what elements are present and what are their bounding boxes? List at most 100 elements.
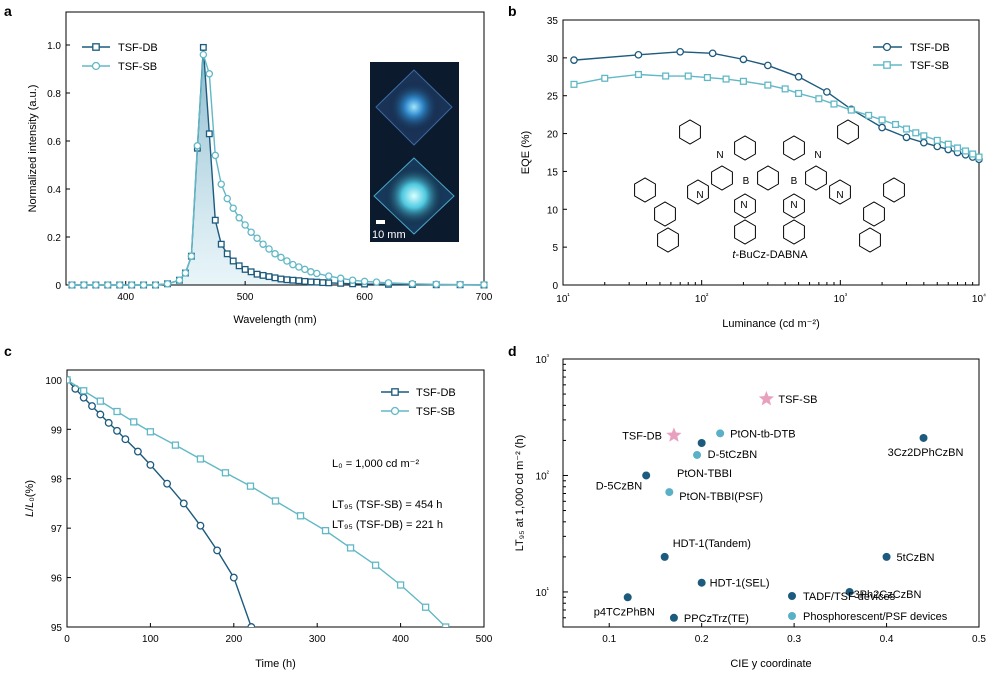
- x-tick-label: 0.4: [880, 634, 894, 645]
- data-point: [642, 471, 651, 480]
- x-tick-label: 10²: [695, 293, 709, 305]
- data-point: [441, 623, 450, 627]
- molecule-structure: [634, 119, 905, 253]
- data-point: [321, 526, 330, 535]
- benzene-ring: [634, 177, 656, 203]
- atom-label-nitrogen: N: [696, 190, 703, 201]
- data-point: [703, 73, 711, 82]
- data-point: [693, 450, 702, 459]
- atom-label-boron: B: [791, 176, 798, 187]
- benzene-ring: [783, 135, 805, 161]
- y-tick-label: 10¹: [536, 587, 550, 599]
- data-point: [953, 144, 962, 152]
- legend-label: TSF-DB: [416, 387, 456, 399]
- plot-frame: [66, 369, 485, 628]
- atom-label-nitrogen: N: [790, 200, 797, 211]
- y-axis-label: LT₉₅ at 1,000 cd m⁻² (h): [514, 435, 526, 552]
- data-point: [676, 47, 685, 56]
- benzene-ring: [687, 179, 709, 205]
- x-tick-label: 400: [392, 634, 409, 645]
- benzene-ring: [883, 177, 905, 203]
- point-label: 3Cz2DPhCzBN: [888, 447, 964, 459]
- data-point: [697, 439, 706, 448]
- legend-label: TADF/TSF devices: [803, 591, 896, 603]
- legend-marker: [788, 612, 796, 620]
- data-point: [845, 587, 854, 596]
- y-tick-label: 98: [51, 475, 63, 486]
- y-tick-label: 0: [552, 281, 558, 292]
- data-point: [113, 426, 121, 435]
- data-point: [346, 544, 355, 552]
- data-point: [319, 279, 327, 287]
- data-point: [211, 151, 220, 160]
- benzene-ring: [863, 201, 885, 227]
- scale-bar-label: 10 mm: [372, 229, 406, 241]
- y-tick-label: 0.4: [47, 185, 61, 196]
- data-point: [739, 77, 747, 85]
- data-point: [253, 234, 261, 242]
- benzene-ring: [783, 219, 805, 245]
- point-label: 5tCzBN: [897, 552, 935, 564]
- point-label: HDT-1(Tandem): [673, 538, 751, 550]
- x-tick-label: 200: [225, 634, 242, 645]
- data-point: [295, 277, 303, 285]
- legend-marker: [92, 43, 100, 51]
- data-point: [96, 397, 105, 405]
- data-point: [92, 281, 100, 289]
- panel-c: c 0 100 200 300 400 500 95 96 97 98 99 100 Time (h) L/…: [4, 343, 493, 670]
- plot-frame: [65, 11, 485, 286]
- data-point: [601, 74, 609, 82]
- benzene-ring: [734, 193, 756, 219]
- data-point: [969, 150, 977, 158]
- y-tick-label: 0.6: [47, 137, 61, 148]
- data-point: [781, 85, 789, 93]
- data-point: [283, 276, 291, 284]
- data-point: [265, 245, 273, 253]
- data-point: [815, 95, 823, 103]
- atom-label-boron: B: [743, 176, 750, 187]
- x-tick-label: 500: [476, 634, 493, 645]
- legend-marker: [390, 406, 400, 416]
- data-point: [865, 111, 873, 119]
- x-tick-label: 0.5: [972, 634, 986, 645]
- data-point: [456, 280, 464, 289]
- data-point: [301, 277, 309, 285]
- data-point: [271, 497, 280, 505]
- data-point: [175, 276, 184, 284]
- y-tick-label: 25: [547, 92, 559, 103]
- y-tick-label: 97: [51, 524, 63, 535]
- legend-marker: [391, 388, 399, 396]
- legend-label: Phosphorescent/PSF devices: [803, 611, 948, 623]
- data-point: [348, 276, 357, 284]
- data-point: [912, 129, 920, 137]
- benzene-ring: [734, 135, 756, 161]
- data-point: [764, 81, 772, 89]
- data-point: [336, 274, 345, 283]
- data-point: [360, 277, 369, 286]
- data-point: [151, 281, 160, 289]
- data-point: [139, 281, 148, 289]
- data-point: [739, 55, 748, 64]
- data-point: [634, 70, 642, 79]
- data-point: [763, 61, 772, 70]
- data-point: [307, 268, 315, 276]
- plot-frame: [562, 19, 980, 286]
- data-point: [662, 72, 670, 80]
- data-point: [96, 410, 105, 419]
- data-point: [193, 142, 202, 150]
- data-point: [88, 402, 96, 411]
- device-glow: [388, 81, 440, 133]
- x-tick-label: 400: [117, 292, 134, 303]
- molecule-label: t-BuCz-DABNA: [732, 249, 808, 261]
- data-point: [313, 278, 321, 286]
- x-tick-label: 100: [142, 634, 159, 645]
- legend-marker: [883, 61, 891, 69]
- data-point: [324, 272, 333, 280]
- data-point: [205, 130, 213, 138]
- benzene-ring: [711, 165, 733, 191]
- y-axis-label: Normalized intensity (a.u.): [27, 85, 39, 213]
- y-tick-label: 35: [547, 16, 559, 27]
- data-point: [660, 552, 669, 561]
- data-point: [307, 278, 315, 286]
- data-point: [241, 221, 249, 229]
